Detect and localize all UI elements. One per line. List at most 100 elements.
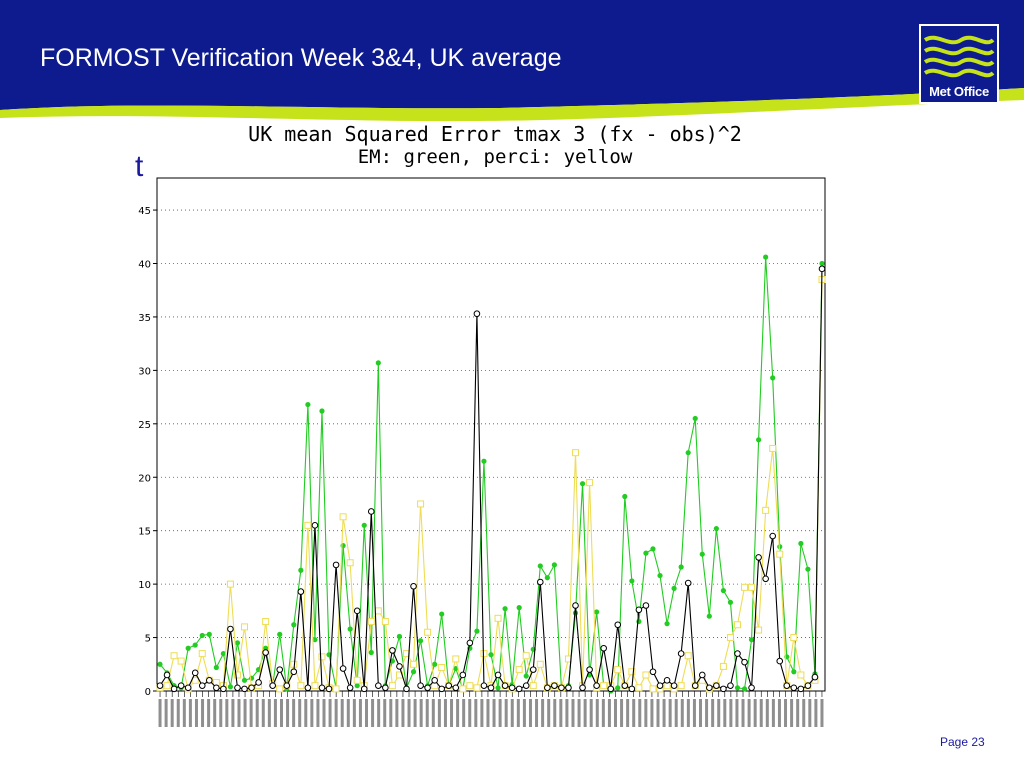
data-point [769, 444, 777, 452]
x-tick-label-mark [413, 699, 417, 727]
x-tick-label-mark [237, 699, 241, 727]
data-point [615, 685, 621, 691]
data-point [438, 663, 446, 671]
x-tick-label-mark [680, 699, 684, 727]
data-point [353, 607, 361, 615]
data-point [318, 653, 326, 661]
stray-letter: t [135, 150, 144, 183]
x-tick-label-mark [802, 699, 806, 727]
x-tick-label-mark [292, 699, 296, 727]
data-point [791, 669, 797, 675]
data-point [368, 649, 374, 656]
data-point [473, 310, 481, 318]
x-tick-label-mark [504, 699, 508, 727]
x-tick-label-mark [401, 699, 405, 727]
x-tick-label-mark [194, 699, 198, 727]
data-point [396, 663, 403, 670]
x-tick-label-mark [267, 699, 271, 727]
data-point [515, 666, 523, 674]
data-point [551, 682, 558, 689]
data-point [635, 684, 643, 692]
data-point [494, 614, 502, 622]
data-point [480, 650, 488, 658]
data-point [255, 679, 262, 686]
data-point [776, 657, 784, 665]
data-point [614, 666, 622, 674]
x-tick-label-mark [528, 699, 532, 727]
data-point [734, 685, 741, 691]
data-point [586, 479, 594, 487]
data-point [726, 634, 734, 642]
x-tick-label-mark [692, 699, 696, 727]
data-point [719, 662, 727, 670]
x-tick-label-mark [644, 699, 648, 727]
data-point [177, 657, 185, 665]
data-point [776, 550, 784, 558]
x-tick-label-mark [443, 699, 447, 727]
data-point [755, 554, 762, 561]
x-tick-label-mark [541, 699, 545, 727]
data-point [360, 685, 368, 693]
data-point [459, 671, 467, 679]
data-point [170, 652, 178, 660]
data-point [551, 562, 557, 568]
x-tick-label-mark [650, 699, 654, 727]
data-point [790, 684, 798, 692]
data-point [684, 579, 692, 587]
data-point [298, 567, 304, 573]
data-point [191, 669, 199, 677]
data-point [297, 682, 305, 690]
data-point [523, 673, 529, 679]
x-tick-label-mark [389, 699, 393, 727]
data-point [741, 583, 749, 591]
data-point [698, 671, 706, 679]
data-point [375, 360, 381, 366]
data-point [657, 572, 663, 579]
data-point [699, 551, 705, 557]
x-tick-label-mark [492, 699, 496, 727]
data-point [367, 618, 375, 626]
data-point [628, 668, 636, 676]
data-point [798, 540, 804, 547]
data-point [804, 682, 812, 689]
y-tick-label: 35 [138, 313, 151, 324]
data-point [417, 638, 424, 644]
x-tick-label-mark [808, 699, 812, 727]
data-point [529, 666, 537, 673]
data-point [283, 682, 291, 689]
data-point [374, 607, 382, 615]
data-point [305, 401, 311, 408]
data-point [502, 606, 508, 612]
x-tick-label-mark [231, 699, 235, 727]
data-point [818, 265, 826, 273]
data-point [494, 671, 502, 679]
data-point [220, 650, 226, 657]
page-number: Page 23 [940, 735, 985, 749]
x-tick-label-mark [784, 699, 788, 727]
x-tick-label-mark [249, 699, 253, 727]
x-tick-label-mark [279, 699, 283, 727]
data-point [755, 626, 763, 634]
data-point [544, 575, 550, 581]
data-point [572, 449, 580, 457]
data-point [198, 650, 206, 658]
data-point [403, 685, 410, 693]
x-tick-label-mark [607, 699, 611, 727]
x-tick-label-mark [346, 699, 350, 727]
x-tick-label-mark [273, 699, 277, 727]
data-point [607, 685, 615, 693]
x-tick-label-mark [425, 699, 429, 727]
x-tick-label-mark [225, 699, 229, 727]
x-tick-label-mark [158, 699, 162, 727]
mse-chart: 0 5 10 15 20 25 30 35 40 45 [138, 177, 826, 727]
x-tick-label-mark [261, 699, 265, 727]
x-tick-label-mark [371, 699, 375, 727]
x-tick-label-mark [729, 699, 733, 727]
data-point [163, 682, 171, 690]
data-point [220, 685, 227, 693]
data-point [635, 606, 643, 614]
data-point [410, 660, 418, 668]
data-point [346, 684, 354, 692]
data-point [706, 684, 713, 692]
data-point [304, 684, 312, 692]
